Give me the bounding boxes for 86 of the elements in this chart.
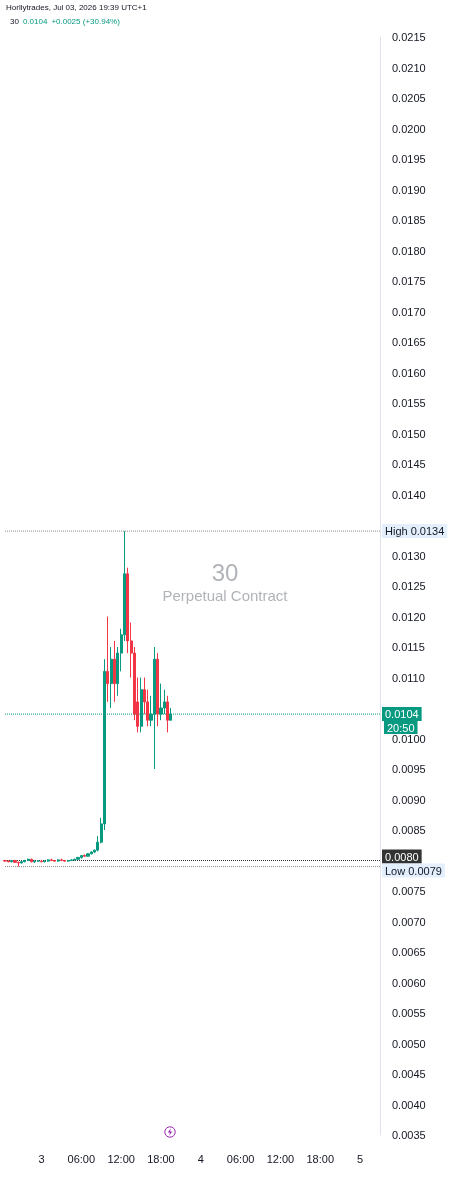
annotation: 20:50 <box>387 721 415 734</box>
x-tick-label: 06:00 <box>226 1152 255 1165</box>
ref-line-label: 0.0104 <box>385 708 419 721</box>
candlestick <box>57 858 60 863</box>
y-tick-label: 0.0115 <box>392 641 425 653</box>
y-tick-label: 0.0200 <box>392 122 426 135</box>
candlestick <box>156 652 159 727</box>
candlestick <box>47 858 50 863</box>
y-tick-label: 0.0185 <box>392 214 426 226</box>
candlestick <box>17 861 20 868</box>
y-tick-label: 0.0205 <box>392 92 426 104</box>
candlestick <box>53 859 56 863</box>
y-tick-label: 0.0155 <box>392 397 426 409</box>
text: +0.0025 (+30.94%) <box>51 17 120 26</box>
ref-line-label: High 0.0134 <box>385 525 445 538</box>
candlestick <box>23 859 26 863</box>
y-tick-label: 0.0040 <box>392 1098 426 1111</box>
y-tick-label: 0.0120 <box>392 610 426 623</box>
y-tick-label: 0.0150 <box>392 427 426 440</box>
y-tick-label: 0.0045 <box>392 1068 426 1080</box>
y-tick-label: 0.0190 <box>392 183 426 196</box>
candlestick <box>153 646 156 770</box>
candlestick <box>67 859 70 863</box>
candlestick <box>76 856 80 861</box>
x-tick-label: 4 <box>197 1152 204 1165</box>
y-tick-label: 0.0195 <box>392 153 426 165</box>
y-tick-label: 0.0035 <box>392 1129 426 1141</box>
text: Horllytrades, Jul 03, 2026 19:39 UTC+1 <box>6 3 147 12</box>
y-tick-label: 0.0125 <box>392 580 426 592</box>
candlestick <box>37 860 40 863</box>
candlestick <box>50 858 53 862</box>
y-tick-label: 0.0090 <box>392 793 426 806</box>
y-tick-label: 0.0110 <box>392 671 425 684</box>
y-tick-label: 0.0175 <box>392 275 426 287</box>
y-tick-label: 0.0210 <box>392 61 426 74</box>
text: Perpetual Contract <box>162 587 289 604</box>
x-tick-label: 18:00 <box>147 1152 175 1165</box>
candlestick <box>43 860 46 863</box>
y-tick-label: 0.0180 <box>392 244 426 257</box>
candlestick <box>30 858 33 863</box>
candlestick <box>3 859 7 863</box>
ref-line-label: Low 0.0079 <box>385 864 442 877</box>
y-tick-label: 0.0130 <box>392 549 426 562</box>
candlestick <box>113 640 116 703</box>
x-tick-label: 3 <box>38 1152 45 1165</box>
y-tick-label: 0.0060 <box>392 976 426 989</box>
ref-line-label: 0.0080 <box>385 850 419 863</box>
y-tick-label: 0.0100 <box>392 732 426 745</box>
y-tick-label: 0.0160 <box>392 366 426 379</box>
y-tick-label: 0.0215 <box>392 31 426 43</box>
candlestick <box>86 852 90 858</box>
candlestick <box>70 858 73 862</box>
y-tick-label: 0.0070 <box>392 915 426 928</box>
y-tick-label: 0.0065 <box>392 946 426 958</box>
x-tick-label: 18:00 <box>306 1152 335 1165</box>
y-tick-label: 0.0095 <box>392 763 426 775</box>
candlestick <box>63 859 66 863</box>
y-tick-label: 0.0085 <box>392 824 426 836</box>
y-tick-label: 0.0050 <box>392 1037 426 1050</box>
candlestick <box>40 859 43 863</box>
x-tick-label: 5 <box>357 1152 364 1165</box>
candlestick <box>110 646 113 709</box>
candlestick <box>60 858 63 862</box>
candlestick <box>13 859 17 864</box>
y-tick-label: 0.0170 <box>392 305 426 318</box>
text: 0.0104 <box>22 17 48 26</box>
candlestick <box>33 860 36 864</box>
y-tick-label: 0.0165 <box>392 336 426 348</box>
candlestick <box>10 859 13 863</box>
y-tick-label: 0.0055 <box>392 1007 426 1019</box>
x-tick-label: 12:00 <box>107 1152 135 1165</box>
candlestick <box>73 858 76 861</box>
y-tick-label: 0.0145 <box>392 458 426 470</box>
candlestick <box>166 695 169 733</box>
text: 30 <box>10 17 19 26</box>
candlestick <box>7 860 10 863</box>
candlestick <box>106 616 109 703</box>
x-tick-label: 06:00 <box>67 1152 96 1165</box>
candlestick <box>90 850 93 855</box>
text: 30 <box>211 558 239 586</box>
y-tick-label: 0.0140 <box>392 488 426 501</box>
candlestick <box>80 854 83 860</box>
x-tick-label: 12:00 <box>266 1152 295 1165</box>
candlestick <box>20 860 23 865</box>
candlestick <box>27 858 30 862</box>
y-tick-label: 0.0075 <box>392 885 426 897</box>
